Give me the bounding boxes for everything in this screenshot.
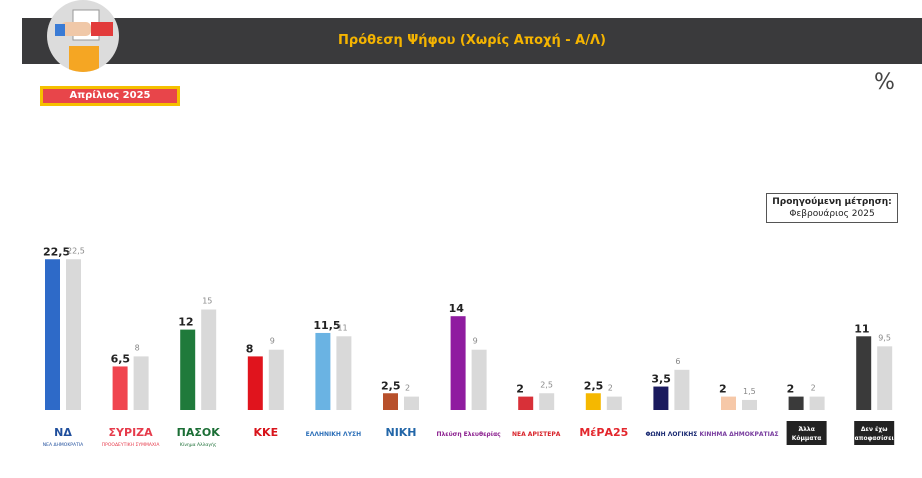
- bar-current-party-4: [315, 332, 331, 410]
- data-label-previous-party-7: 2,5: [540, 380, 553, 389]
- category-label-party-4: ΕΛΛΗΝΙΚΗ ΛΥΣΗ: [306, 431, 362, 438]
- category-label-party-0: ΝΔ: [54, 426, 72, 439]
- legend-line-2: Φεβρουάριος 2025: [789, 209, 875, 219]
- bar-previous-party-8: [606, 396, 622, 410]
- category-label-party-11: Άλλα: [798, 426, 815, 433]
- bar-current-party-9: [653, 386, 669, 410]
- data-label-previous-party-8: 2: [608, 384, 613, 393]
- category-label-party-9: ΦΩΝΗ ΛΟΓΙΚΗΣ: [645, 431, 697, 438]
- data-label-previous-party-0: 22,5: [67, 246, 85, 255]
- data-label-current-party-6: 14: [449, 302, 465, 315]
- chart-title: Πρόθεση Ψήφου (Χωρίς Αποχή - Α/Λ): [338, 33, 606, 48]
- data-label-previous-party-11: 2: [811, 384, 816, 393]
- data-label-previous-party-2: 15: [202, 297, 212, 306]
- bar-current-party-5: [383, 393, 398, 410]
- data-label-current-party-2: 12: [178, 316, 193, 329]
- bar-previous-party-5: [404, 396, 419, 410]
- category-box-party-12: [854, 421, 895, 445]
- bar-previous-party-3: [268, 349, 284, 410]
- data-label-current-party-0: 22,5: [43, 245, 70, 258]
- bar-current-party-3: [247, 356, 263, 410]
- category-label-party-6: Πλεύση Ελευθερίας: [436, 431, 501, 438]
- category-sublabel-party-2: Κίνημα Αλλαγής: [180, 441, 217, 448]
- category-label-party-1: ΣΥΡΙΖΑ: [109, 426, 154, 439]
- bar-previous-party-1: [133, 356, 149, 410]
- data-label-previous-party-4: 11: [337, 323, 347, 332]
- category-label-party-12: Δεν έχω: [861, 426, 888, 433]
- data-label-previous-party-12: 9,5: [878, 333, 891, 342]
- bar-current-party-12: [856, 336, 872, 410]
- bar-previous-party-10: [742, 399, 757, 410]
- bar-current-party-7: [518, 396, 534, 410]
- data-label-previous-party-3: 9: [270, 337, 275, 346]
- category-label-party-7: ΝΕΑ ΑΡΙΣΤΕΡΑ: [512, 431, 561, 438]
- data-label-previous-party-10: 1,5: [743, 387, 756, 396]
- category-label-party-5: ΝΙΚΗ: [385, 426, 416, 439]
- bar-previous-party-12: [877, 346, 893, 410]
- bar-current-party-10: [721, 396, 736, 410]
- unit-percent-label: %: [874, 70, 895, 95]
- data-label-previous-party-5: 2: [405, 384, 410, 393]
- data-label-current-party-10: 2: [719, 383, 727, 396]
- bar-previous-party-11: [809, 396, 825, 410]
- category-sublabel-party-1: ΠΡΟΟΔΕΥΤΙΚΗ ΣΥΜΜΑΧΙΑ: [102, 442, 161, 448]
- data-label-current-party-7: 2: [516, 383, 524, 396]
- data-label-previous-party-6: 9: [473, 337, 478, 346]
- data-label-previous-party-1: 8: [135, 343, 140, 352]
- category-sublabel-party-0: ΝΕΑ ΔΗΜΟΚΡΑΤΙΑ: [43, 442, 84, 448]
- data-label-current-party-11: 2: [787, 383, 795, 396]
- bar-previous-party-4: [336, 336, 352, 410]
- bar-previous-party-7: [539, 393, 555, 410]
- date-badge: Απρίλιος 2025: [40, 86, 180, 106]
- bar-previous-party-2: [201, 309, 217, 410]
- bar-previous-party-0: [66, 259, 81, 410]
- data-label-current-party-1: 6,5: [111, 352, 131, 365]
- category-label-line2-party-12: αποφασίσει: [855, 435, 895, 442]
- data-label-current-party-8: 2,5: [584, 379, 604, 392]
- header-bar: Πρόθεση Ψήφου (Χωρίς Αποχή - Α/Λ): [22, 18, 922, 64]
- bar-current-party-1: [112, 366, 128, 410]
- category-label-party-3: ΚΚΕ: [254, 426, 279, 439]
- data-label-current-party-9: 3,5: [651, 373, 671, 386]
- legend-line-1: Προηγούμενη μέτρηση:: [772, 197, 892, 207]
- data-label-current-party-4: 11,5: [313, 319, 340, 332]
- bar-current-party-6: [450, 316, 466, 410]
- bar-previous-party-6: [471, 349, 487, 410]
- bar-current-party-11: [788, 396, 804, 410]
- data-label-current-party-12: 11: [854, 322, 869, 335]
- data-label-current-party-5: 2,5: [381, 379, 401, 392]
- bar-current-party-8: [585, 393, 601, 410]
- category-label-line2-party-11: Κόμματα: [792, 435, 822, 442]
- bar-previous-party-9: [674, 369, 690, 410]
- category-label-party-8: ΜέΡΑ25: [579, 426, 628, 439]
- category-label-party-10: ΚΙΝΗΜΑ ΔΗΜΟΚΡΑΤΙΑΣ: [699, 431, 778, 438]
- category-label-party-2: ΠΑΣΟΚ: [177, 426, 221, 439]
- previous-measurement-legend: Προηγούμενη μέτρηση: Φεβρουάριος 2025: [766, 193, 898, 223]
- bar-current-party-0: [45, 259, 60, 410]
- data-label-previous-party-9: 6: [675, 357, 680, 366]
- category-box-party-11: [786, 421, 827, 445]
- logo-icon: [47, 0, 119, 72]
- data-label-current-party-3: 8: [246, 342, 254, 355]
- hand-ballot-icon: [55, 9, 113, 72]
- bar-current-party-2: [180, 329, 196, 410]
